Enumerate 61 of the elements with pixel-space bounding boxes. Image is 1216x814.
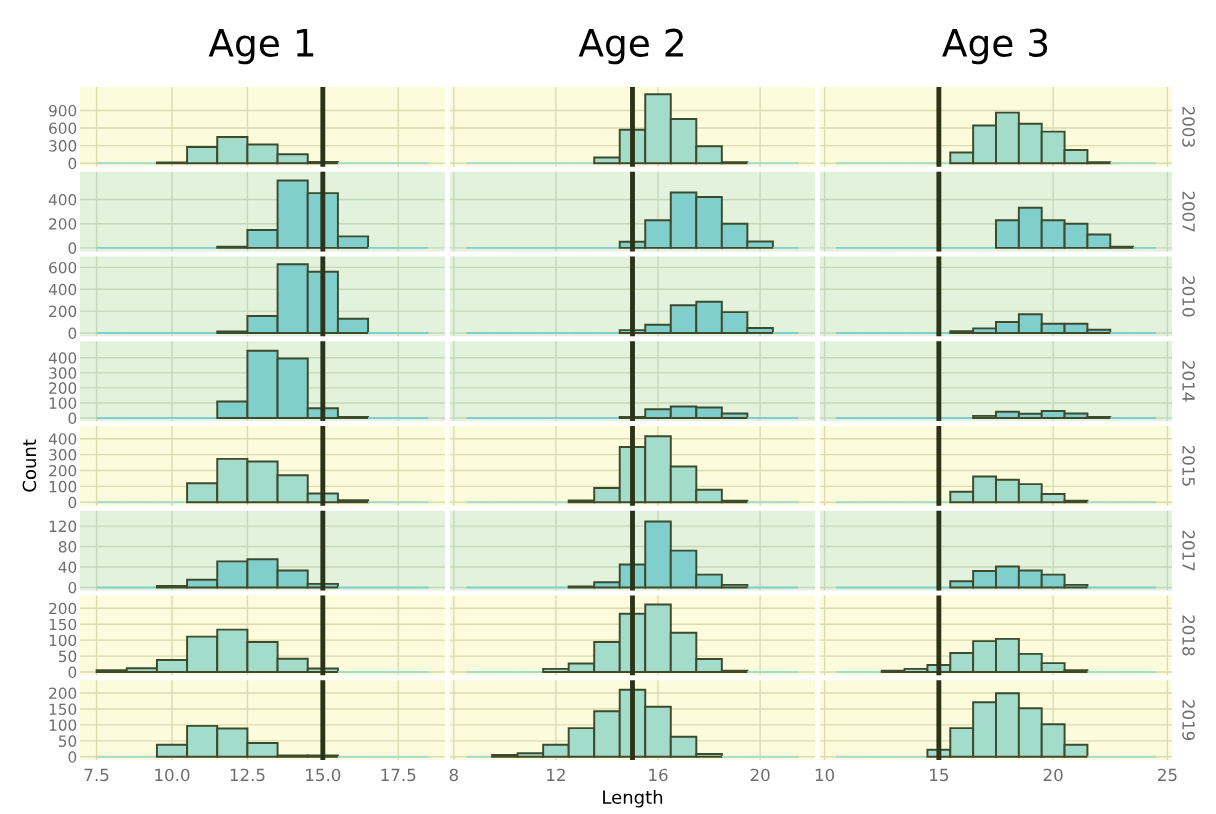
x-tick-label: 12 [547, 768, 565, 781]
y-tick-label: 50 [58, 735, 77, 747]
y-tick-label: 0 [68, 242, 77, 254]
y2-axis-title: 2010 [1182, 276, 1195, 317]
y-tick-label: 120 [49, 520, 77, 533]
x-tick-label: 25 [1158, 768, 1177, 782]
y-tick-label: 100 [49, 397, 77, 409]
x-tick-label: 8 [449, 768, 458, 782]
y-tick-label: 200 [49, 602, 77, 615]
x-tick-label: 12.5 [230, 768, 265, 782]
y-tick-label: 0 [68, 751, 77, 763]
y-tick-label: 0 [68, 412, 77, 425]
y-tick-label: 150 [49, 618, 77, 631]
x-axis-title: Length [603, 790, 663, 808]
y-tick-label: 300 [49, 449, 77, 461]
y-tick-label: 50 [58, 650, 77, 663]
x-tick-label: 15 [930, 768, 949, 782]
y2-axis-title: 2003 [1182, 106, 1195, 147]
y-tick-label: 400 [48, 194, 77, 206]
y2-axis-title: 2014 [1182, 361, 1195, 402]
y2-axis-title: 2007 [1182, 191, 1195, 232]
y-tick-label: 0 [68, 496, 77, 509]
y-tick-label: 400 [48, 352, 77, 364]
y-tick-label: 400 [48, 283, 77, 296]
y2-axis-title: 2018 [1182, 615, 1195, 656]
y-tick-label: 0 [68, 666, 77, 679]
y-tick-label: 100 [49, 719, 77, 731]
y-tick-label: 40 [58, 561, 77, 574]
y-tick-label: 150 [49, 703, 77, 715]
x-tick-label: 16 [649, 768, 668, 782]
y-tick-label: 200 [49, 218, 77, 230]
x-tick-label: 10.0 [155, 768, 190, 782]
y-tick-label: 300 [49, 140, 77, 152]
x-tick-label: 15.0 [306, 768, 341, 782]
y-tick-label: 80 [58, 541, 77, 553]
y2-axis-title: 2019 [1182, 700, 1195, 741]
y2-axis-title: 2017 [1182, 530, 1195, 571]
y-tick-label: 0 [68, 327, 77, 339]
y-tick-label: 200 [49, 382, 77, 394]
y-tick-label: 600 [49, 122, 77, 135]
y-tick-label: 0 [68, 581, 77, 594]
y-tick-label: 100 [49, 634, 77, 647]
y-tick-label: 0 [68, 157, 77, 170]
x-tick-label: 7.5 [84, 768, 109, 782]
y-tick-label: 200 [49, 305, 77, 318]
y-axis-title: Count [22, 439, 37, 492]
y2-axis-title: 2015 [1182, 445, 1195, 486]
x-tick-label: 10 [815, 768, 835, 782]
chart-title: Age 1 [208, 29, 314, 65]
x-tick-label: 20 [750, 768, 770, 782]
y-tick-label: 200 [49, 687, 77, 700]
y-tick-label: 900 [49, 104, 77, 117]
chart-title: Age 3 [942, 28, 1048, 65]
x-tick-label: 20 [1043, 768, 1063, 782]
y-tick-label: 300 [49, 367, 77, 379]
y-tick-label: 200 [49, 464, 77, 477]
y-tick-label: 400 [48, 433, 77, 445]
y-tick-label: 600 [49, 261, 77, 274]
chart-title: Age 2 [578, 28, 683, 65]
x-tick-label: 17.5 [381, 768, 416, 782]
y-tick-label: 100 [49, 480, 77, 493]
